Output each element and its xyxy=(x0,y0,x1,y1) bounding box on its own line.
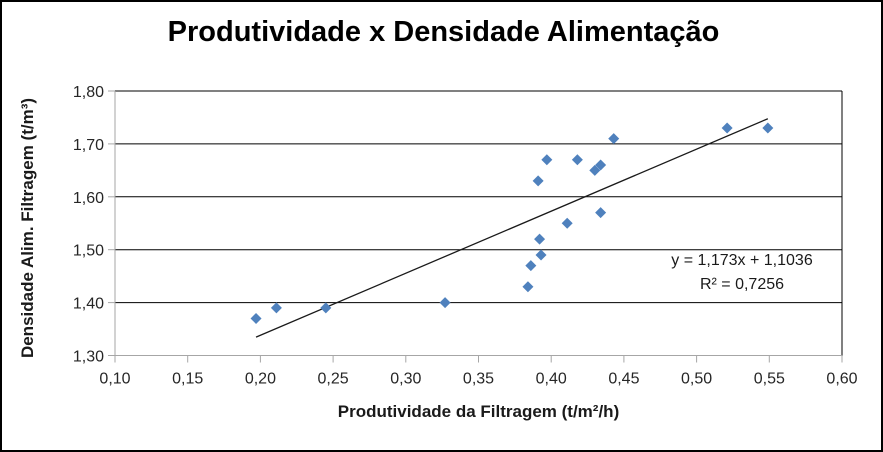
x-tick-label: 0,10 xyxy=(99,371,130,388)
x-tick-label: 0,45 xyxy=(608,371,639,388)
y-tick-label: 1,40 xyxy=(73,296,104,313)
data-point xyxy=(525,260,537,272)
data-point xyxy=(522,281,534,293)
trendline-label: y = 1,173x + 1,1036 R² = 0,7256 xyxy=(647,249,837,297)
data-point xyxy=(439,297,451,309)
x-tick-label: 0,55 xyxy=(754,371,785,388)
x-axis-title: Produtividade da Filtragem (t/m²/h) xyxy=(337,402,620,421)
x-tick-label: 0,50 xyxy=(681,371,712,388)
data-point xyxy=(535,249,547,261)
x-tick-label: 0,60 xyxy=(826,371,857,388)
data-point xyxy=(541,154,553,166)
data-point xyxy=(721,122,733,134)
x-tick-label: 0,25 xyxy=(318,371,349,388)
x-tick-label: 0,40 xyxy=(536,371,567,388)
data-point xyxy=(561,217,573,229)
y-tick-label: 1,50 xyxy=(73,243,104,260)
trendline-equation: y = 1,173x + 1,1036 xyxy=(671,252,813,269)
data-point xyxy=(270,302,282,314)
data-point xyxy=(595,207,607,219)
data-point xyxy=(532,175,544,187)
chart-title: Produtividade x Densidade Alimentação xyxy=(167,16,720,48)
y-tick-label: 1,80 xyxy=(73,84,104,101)
data-point xyxy=(534,233,546,245)
y-tick-label: 1,70 xyxy=(73,137,104,154)
x-tick-label: 0,20 xyxy=(245,371,276,388)
data-point xyxy=(608,133,620,145)
data-point xyxy=(595,159,607,171)
trendline xyxy=(255,118,769,338)
x-tick-label: 0,35 xyxy=(463,371,494,388)
data-point xyxy=(250,312,262,324)
trendline-r-squared: R² = 0,7256 xyxy=(699,276,785,293)
data-point xyxy=(320,302,332,314)
x-tick-label: 0,15 xyxy=(172,371,203,388)
y-tick-label: 1,60 xyxy=(73,190,104,207)
x-tick-label: 0,30 xyxy=(390,371,421,388)
data-point xyxy=(571,154,583,166)
data-point xyxy=(589,164,601,176)
data-point xyxy=(762,122,774,134)
y-tick-label: 1,30 xyxy=(73,349,104,366)
